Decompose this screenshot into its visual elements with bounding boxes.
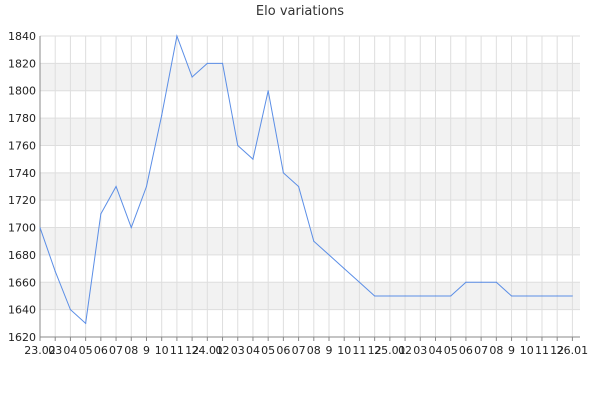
data-point	[145, 185, 148, 188]
data-point	[419, 295, 421, 297]
x-tick-label: 02	[216, 344, 230, 357]
x-tick-label: 23.02	[24, 344, 56, 357]
x-tick-label: 05	[261, 344, 275, 357]
x-tick-label: 9	[508, 344, 515, 357]
data-point	[450, 295, 452, 297]
data-point	[85, 322, 87, 324]
x-tick-label: 12	[185, 344, 199, 357]
data-point	[221, 62, 224, 64]
data-point	[176, 35, 178, 37]
data-point	[480, 281, 482, 283]
x-tick-label: 12	[550, 344, 564, 357]
data-point	[297, 185, 300, 188]
data-point	[313, 240, 315, 242]
x-tick-label: 9	[326, 344, 333, 357]
x-tick-label: 07	[109, 344, 123, 357]
y-tick-label: 1640	[8, 304, 36, 317]
y-tick-label: 1620	[8, 331, 36, 344]
x-tick-label: 07	[474, 344, 488, 357]
series-group	[39, 34, 573, 325]
data-point	[328, 254, 330, 256]
data-point	[343, 267, 345, 270]
data-point	[267, 90, 269, 92]
x-tick-label: 03	[48, 344, 62, 357]
plot-bands	[40, 63, 580, 310]
data-point	[374, 295, 376, 297]
x-tick-label: 03	[231, 344, 245, 357]
grid-band	[40, 227, 580, 255]
data-point	[130, 226, 132, 229]
grid-band	[40, 172, 580, 201]
x-tick-label: 24.01	[192, 344, 224, 357]
x-tick-label: 10	[155, 344, 169, 357]
x-tick-label: 06	[276, 344, 290, 357]
data-point	[191, 76, 193, 78]
x-tick-label: 05	[444, 344, 458, 357]
x-tick-label: 12	[368, 344, 382, 357]
chart-title: Elo variations	[255, 4, 345, 19]
data-point	[54, 270, 56, 272]
axes	[39, 36, 580, 341]
x-tick-label: 11	[170, 344, 184, 357]
x-tick-label: 9	[143, 344, 150, 357]
x-tick-label: 08	[307, 344, 321, 357]
series-line	[39, 34, 573, 325]
x-tick-label: 07	[292, 344, 306, 357]
y-tick-label: 1680	[8, 249, 36, 262]
y-tick-label: 1740	[8, 167, 36, 180]
data-point	[465, 281, 467, 283]
x-tick-label: 05	[79, 344, 93, 357]
x-tick-label: 25.01	[374, 344, 406, 357]
data-point	[404, 295, 406, 297]
y-tick-label: 1760	[8, 139, 36, 152]
data-point	[39, 226, 41, 229]
data-point	[358, 281, 361, 283]
data-point	[571, 295, 573, 297]
data-point	[510, 295, 513, 297]
y-tick-label: 1800	[8, 85, 36, 98]
x-tick-label: 04	[246, 344, 260, 357]
data-point	[495, 281, 497, 283]
data-point	[100, 213, 102, 215]
data-point	[541, 295, 543, 297]
x-tick-label: 03	[413, 344, 427, 357]
data-point	[206, 62, 208, 64]
y-tick-label: 1720	[8, 194, 36, 207]
data-point	[282, 172, 284, 174]
data-point	[389, 295, 391, 297]
x-tick-label: 06	[459, 344, 473, 357]
x-tick-label: 02	[398, 344, 412, 357]
x-tick-label: 04	[63, 344, 77, 357]
data-point	[237, 144, 239, 147]
data-point	[526, 295, 528, 297]
x-tick-label: 11	[535, 344, 549, 357]
x-tick-label: 04	[428, 344, 442, 357]
y-tick-label: 1780	[8, 112, 36, 125]
x-tick-label: 10	[520, 344, 534, 357]
data-point	[434, 295, 437, 297]
grid-band	[40, 282, 580, 310]
x-tick-label: 06	[94, 344, 108, 357]
y-tick-label: 1840	[8, 30, 36, 43]
y-tick-label: 1820	[8, 57, 36, 70]
x-tick-label: 10	[337, 344, 351, 357]
x-tick-label: 08	[124, 344, 138, 357]
data-point	[556, 295, 558, 297]
grid-band	[40, 63, 580, 91]
y-tick-labels: 1620 1640 1660 1680 1700 1720 1740 1760 1780 1800…	[8, 30, 36, 344]
x-tick-label: 26.01	[557, 344, 589, 357]
data-point	[115, 185, 117, 188]
y-tick-label: 1700	[8, 222, 36, 235]
x-tick-label: 08	[489, 344, 503, 357]
data-point	[161, 114, 163, 116]
grid-band	[40, 118, 580, 146]
x-tick-label: 11	[352, 344, 366, 357]
data-point	[252, 158, 254, 160]
y-tick-label: 1660	[8, 276, 36, 289]
data-point	[69, 309, 72, 311]
